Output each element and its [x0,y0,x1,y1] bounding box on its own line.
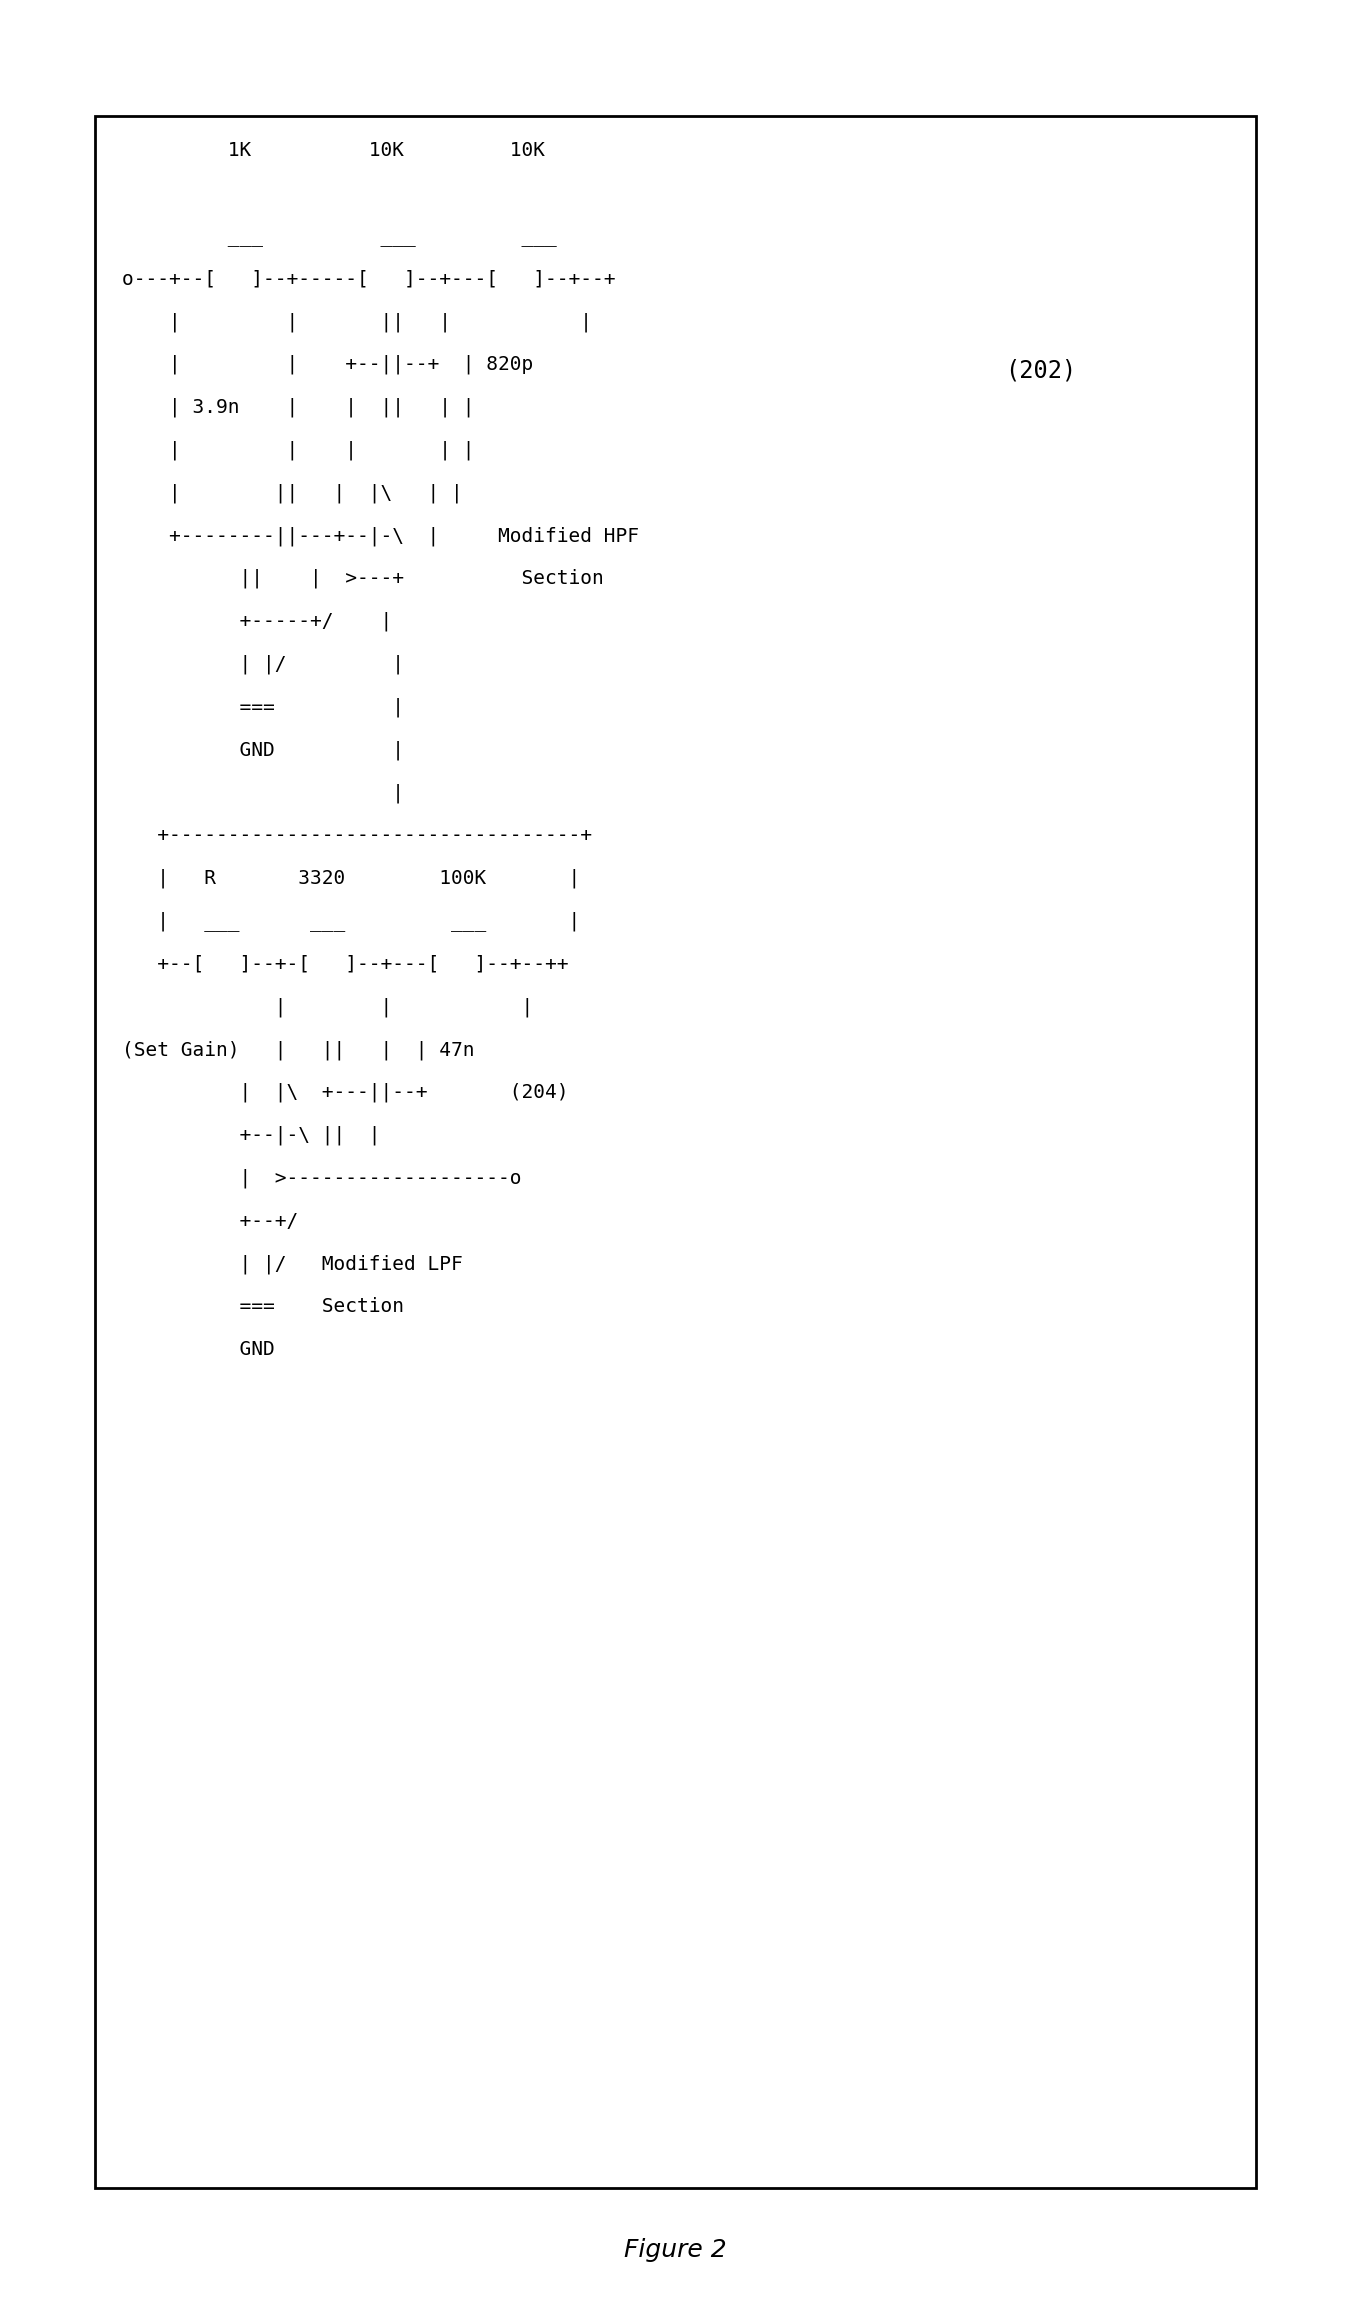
Text: |        |           |: | | | [122,998,532,1016]
Text: ===    Section: === Section [122,1296,404,1317]
FancyBboxPatch shape [95,116,1256,2188]
Text: |        ||   |  |\   | |: | || | |\ | | [122,484,462,502]
Text: GND: GND [122,1340,274,1359]
Text: GND          |: GND | [122,741,404,759]
Text: |  >-------------------o: | >-------------------o [122,1169,521,1188]
Text: |   ___      ___         ___       |: | ___ ___ ___ | [122,912,580,931]
Text: +-----+/    |: +-----+/ | [122,611,392,632]
Text: |         |       ||   |           |: | | || | | [122,313,592,331]
Text: +--------||---+--|-\  |     Modified HPF: +--------||---+--|-\ | Modified HPF [122,526,639,546]
Text: ||    |  >---+          Section: || | >---+ Section [122,569,604,588]
Text: |: | [122,782,404,803]
Text: +--|-\ ||  |: +--|-\ || | [122,1125,380,1146]
Text: |         |    |       | |: | | | | | [122,440,474,461]
Text: (202): (202) [1005,359,1075,382]
Text: +-----------------------------------+: +-----------------------------------+ [122,826,592,845]
Text: | 3.9n    |    |  ||   | |: | 3.9n | | || | | [122,398,474,417]
Text: | |/   Modified LPF: | |/ Modified LPF [122,1255,462,1273]
Text: 1K          10K         10K: 1K 10K 10K [122,141,544,160]
Text: | |/         |: | |/ | [122,655,404,674]
Text: |  |\  +---||--+       (204): | |\ +---||--+ (204) [122,1083,567,1102]
Text: (Set Gain)   |   ||   |  | 47n: (Set Gain) | || | | 47n [122,1039,474,1060]
Text: +--+/: +--+/ [122,1211,297,1232]
Text: |   R       3320        100K       |: | R 3320 100K | [122,868,580,889]
Text: |         |    +--||--+  | 820p: | | +--||--+ | 820p [122,354,532,375]
Text: Figure 2: Figure 2 [624,2239,727,2262]
Text: ___          ___         ___: ___ ___ ___ [122,227,557,245]
Text: o---+--[   ]--+-----[   ]--+---[   ]--+--+: o---+--[ ]--+-----[ ]--+---[ ]--+--+ [122,269,615,289]
Text: +--[   ]--+-[   ]--+---[   ]--+--++: +--[ ]--+-[ ]--+---[ ]--+--++ [122,954,567,975]
Text: ===          |: === | [122,697,404,718]
